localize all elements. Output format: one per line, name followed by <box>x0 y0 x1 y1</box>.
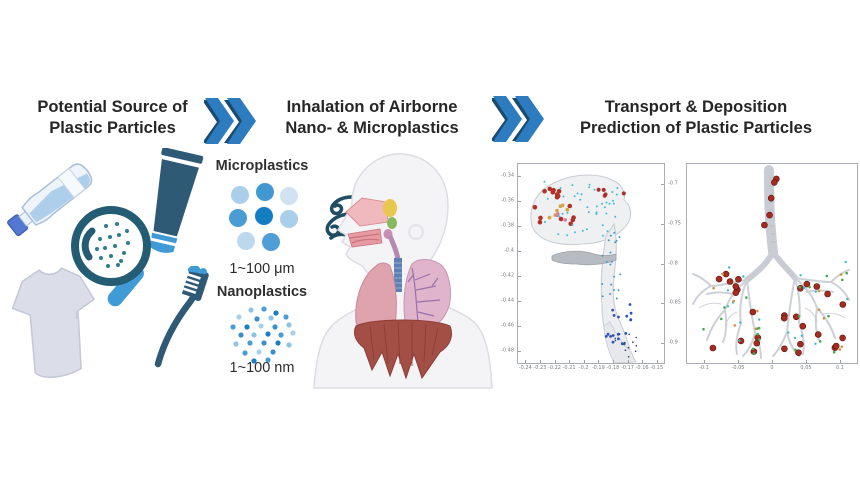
right-panel-title: Transport & Deposition Prediction of Pla… <box>570 97 822 139</box>
diaphragm <box>353 319 453 380</box>
microplastic-dots <box>95 222 130 268</box>
human-respiratory-illustration <box>313 153 493 389</box>
middle-panel-title: Inhalation of Airborne Nano- & Microplas… <box>276 97 468 139</box>
left-lung-branches <box>692 273 762 359</box>
bronchial-deposited-particles <box>702 175 849 356</box>
double-chevron-arrow-icon <box>204 98 256 144</box>
left-title-line2: Plastic Particles <box>49 118 176 137</box>
nanoplastics-cluster-icon <box>230 306 296 364</box>
left-panel-title: Potential Source of Plastic Particles <box>15 97 210 139</box>
nasal-deposition-plot: -0.24 -0.23 -0.22 -0.21 -0.2 -0.19 -0.18 -0.17-… <box>501 163 681 371</box>
cosmetic-tube-icon <box>149 148 204 253</box>
bronchial-vessels <box>407 267 441 323</box>
nanoplastics-size-label: 1~100 nm <box>229 360 295 376</box>
left-lung <box>403 259 451 333</box>
left-title-line1: Potential Source of <box>37 98 188 116</box>
oropharynx <box>387 217 397 229</box>
water-bottle-icon <box>7 163 93 237</box>
nasal-airway-geometry <box>530 174 638 363</box>
microplastics-label: Microplastics <box>215 158 309 174</box>
nanoplastics-label: Nanoplastics <box>216 284 308 300</box>
palate-shelf <box>551 250 617 266</box>
nasopharynx <box>383 199 397 217</box>
double-chevron-arrow-icon <box>492 96 544 142</box>
oral-cavity <box>347 228 383 248</box>
nasal-deposited-particles <box>532 180 638 358</box>
microplastics-size-label: 1~100 μm <box>229 261 295 277</box>
right-title-line1: Transport & Deposition <box>604 98 788 116</box>
right-title-line2: Prediction of Plastic Particles <box>580 118 812 137</box>
magnifier-particles-icon <box>71 206 151 307</box>
bronchial-deposition-plot: -0.1 -0.05 0 0.05 0.1 <box>686 163 858 371</box>
microplastics-cluster-icon <box>229 183 298 251</box>
ear <box>408 224 424 240</box>
mid-title-line1: Inhalation of Airborne <box>286 98 458 116</box>
toothbrush-icon <box>154 266 209 368</box>
bronchial-tree-geometry <box>692 165 850 359</box>
t-shirt-icon <box>11 267 95 378</box>
mid-title-line2: Nano- & Microplastics <box>285 118 459 137</box>
